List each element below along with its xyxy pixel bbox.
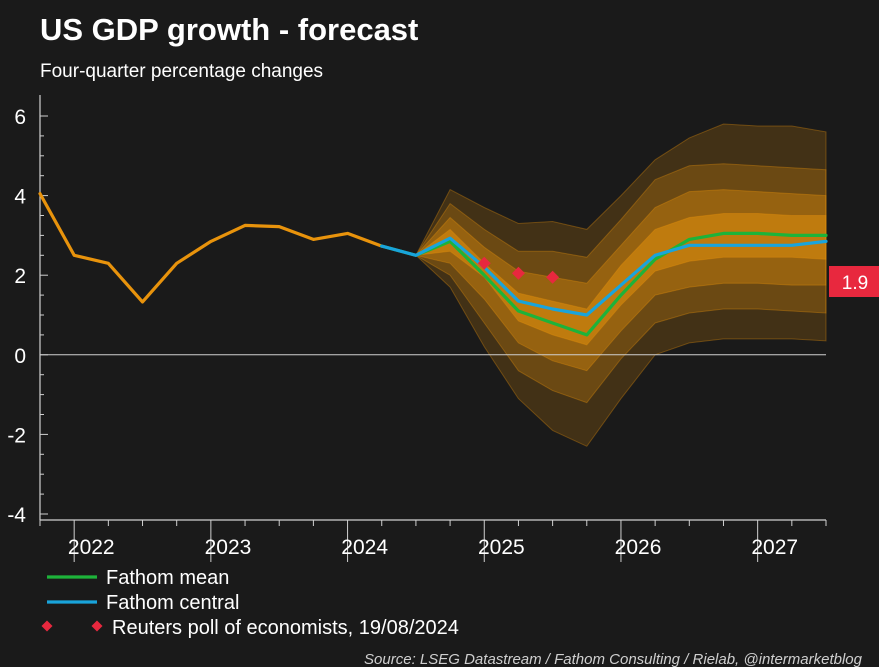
series-fathom-mean [380, 231, 828, 337]
y-tick-label: 2 [14, 265, 26, 288]
last-value-badge-bg [829, 266, 879, 297]
reuters-poll-points [477, 256, 560, 284]
year-label-2027: 2027 [751, 536, 798, 559]
last-value-badge: 1.9 [829, 266, 879, 297]
y-tick-label: 4 [14, 186, 26, 209]
year-label-2022: 2022 [68, 536, 115, 559]
last-value-label: 1.9 [842, 273, 868, 294]
reuters-poll-point [546, 270, 560, 284]
y-tick-label: 0 [14, 345, 26, 368]
legend-label: Reuters poll of economists, 19/08/2024 [112, 617, 459, 639]
series-history [38, 192, 384, 304]
legend-diamond-swatch [91, 620, 103, 632]
source-note: Source: LSEG Datastream / Fathom Consult… [364, 651, 863, 667]
y-tick-label: 6 [14, 106, 26, 129]
year-labels: 2022 2023 2024 2025 2026 2027 [68, 536, 798, 559]
reuters-poll-point [511, 266, 525, 280]
legend-diamond-swatch [41, 620, 53, 632]
chart-subtitle: Four-quarter percentage changes [40, 61, 324, 82]
y-tick-label: -4 [7, 504, 26, 527]
y-tick-label: -2 [7, 424, 26, 447]
year-label-2024: 2024 [341, 536, 388, 559]
axes: 6 4 2 0 -2 -4 [7, 95, 827, 562]
chart-title: US GDP growth - forecast [40, 12, 419, 47]
year-label-2026: 2026 [615, 536, 662, 559]
legend-label: Fathom mean [106, 567, 229, 589]
legend-label: Fathom central [106, 592, 239, 614]
series-lines [38, 192, 828, 337]
legend: Fathom mean Fathom central Reuters poll of… [41, 567, 459, 639]
series-fathom-central [380, 236, 828, 317]
reuters-poll-point [477, 256, 491, 270]
year-label-2025: 2025 [478, 536, 525, 559]
year-label-2023: 2023 [205, 536, 252, 559]
